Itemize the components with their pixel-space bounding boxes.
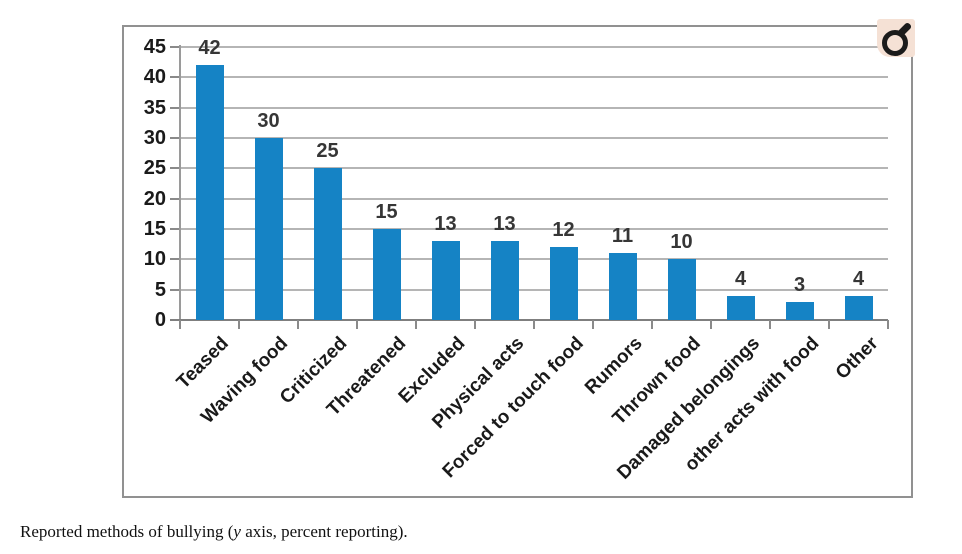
bar[interactable] bbox=[785, 301, 814, 320]
gridline bbox=[180, 137, 888, 139]
bar[interactable] bbox=[195, 65, 224, 320]
bar-value-label: 3 bbox=[793, 273, 806, 296]
gridline bbox=[180, 258, 888, 261]
bar-value-label: 4 bbox=[734, 267, 747, 290]
gridline bbox=[180, 228, 888, 230]
gridline bbox=[180, 106, 888, 109]
gridline bbox=[180, 46, 888, 48]
y-axis-tick bbox=[170, 167, 180, 170]
bar[interactable] bbox=[490, 241, 519, 320]
x-axis-line bbox=[170, 319, 888, 321]
bar[interactable] bbox=[844, 295, 873, 320]
gridline bbox=[180, 288, 888, 291]
y-axis-tick bbox=[170, 46, 180, 48]
y-axis-tick bbox=[170, 76, 180, 79]
y-axis-tick-label: 5 bbox=[154, 278, 166, 301]
y-axis-tick-label: 45 bbox=[143, 36, 166, 58]
bar[interactable] bbox=[667, 259, 696, 320]
y-axis-tick-label: 35 bbox=[143, 96, 166, 119]
caption-text: Reported methods of bullying ( bbox=[20, 522, 234, 541]
y-axis-tick bbox=[170, 258, 180, 261]
bar-value-label: 11 bbox=[611, 225, 634, 248]
x-category-label: Other bbox=[831, 333, 883, 384]
y-axis-tick-label: 15 bbox=[143, 218, 166, 240]
plot-area: 0 5 10 15 20 25 30 35 40 45 42 Teased 30 Waving food 2… bbox=[124, 27, 911, 496]
y-axis-tick bbox=[170, 106, 180, 109]
bar-value-label: 10 bbox=[670, 231, 693, 254]
bar-value-label: 13 bbox=[434, 213, 457, 236]
bar-value-label: 12 bbox=[552, 219, 575, 242]
y-axis-tick-label: 40 bbox=[143, 66, 166, 89]
bar[interactable] bbox=[431, 241, 460, 320]
figure-caption: Reported methods of bullying (y axis, pe… bbox=[20, 522, 408, 542]
bar-value-label: 25 bbox=[316, 140, 339, 163]
x-axis-tick bbox=[474, 320, 476, 329]
bar[interactable] bbox=[726, 295, 755, 320]
bar[interactable] bbox=[254, 138, 283, 320]
x-axis-tick bbox=[887, 320, 889, 329]
x-axis-tick bbox=[769, 320, 771, 329]
gridline bbox=[180, 197, 888, 200]
caption-italic-y: y bbox=[233, 522, 241, 541]
x-axis-tick bbox=[356, 320, 358, 329]
gridline bbox=[180, 76, 888, 79]
caption-text-end: axis, percent reporting). bbox=[240, 522, 408, 541]
y-axis-tick-label: 10 bbox=[143, 248, 166, 271]
gridline bbox=[180, 167, 888, 170]
y-axis-tick bbox=[170, 288, 180, 291]
y-axis-tick bbox=[170, 228, 180, 230]
x-axis-tick bbox=[415, 320, 417, 329]
y-axis-tick bbox=[170, 197, 180, 200]
x-axis-tick bbox=[710, 320, 712, 329]
y-axis-line bbox=[179, 45, 181, 320]
x-axis-tick bbox=[238, 320, 240, 329]
bar-value-label: 4 bbox=[852, 267, 865, 290]
bar-value-label: 42 bbox=[198, 37, 221, 60]
bar-value-label: 15 bbox=[375, 201, 398, 223]
chart-container: 0 5 10 15 20 25 30 35 40 45 42 Teased 30 Waving food 2… bbox=[122, 25, 913, 498]
x-axis-tick bbox=[179, 320, 181, 329]
x-axis-tick bbox=[592, 320, 594, 329]
bar[interactable] bbox=[608, 253, 637, 320]
bar[interactable] bbox=[313, 168, 342, 320]
bar-value-label: 13 bbox=[493, 213, 516, 236]
y-axis-tick bbox=[170, 137, 180, 139]
y-axis-tick-label: 25 bbox=[143, 157, 166, 180]
magnifier-icon bbox=[882, 30, 908, 56]
x-axis-tick bbox=[533, 320, 535, 329]
x-axis-tick bbox=[651, 320, 653, 329]
x-axis-tick bbox=[297, 320, 299, 329]
bar[interactable] bbox=[372, 229, 401, 320]
bar[interactable] bbox=[549, 247, 578, 320]
y-axis-tick-label: 0 bbox=[154, 309, 166, 331]
y-axis-tick-label: 20 bbox=[143, 187, 166, 210]
x-axis-tick bbox=[828, 320, 830, 329]
y-axis-tick-label: 30 bbox=[143, 127, 166, 149]
bar-value-label: 30 bbox=[257, 110, 280, 132]
zoom-tool-button[interactable] bbox=[877, 19, 915, 57]
